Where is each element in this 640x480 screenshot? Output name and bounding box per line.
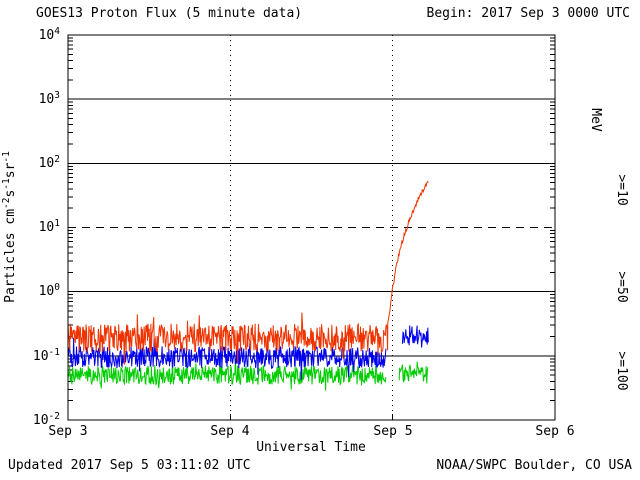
y-tick-label: 104 — [39, 26, 61, 43]
begin-label: Begin: 2017 Sep 3 0000 UTC — [427, 6, 631, 21]
series--100-mev — [67, 359, 429, 391]
series--50-mev — [67, 325, 429, 381]
x-tick-label: Sep 6 — [535, 424, 574, 439]
series-label-ge10: >=10 — [614, 174, 629, 205]
y-tick-label: 10-1 — [33, 347, 60, 364]
y-tick-label: 100 — [39, 282, 61, 299]
right-axis-unit-label: MeV — [588, 108, 603, 132]
chart-title: GOES13 Proton Flux (5 minute data) — [36, 6, 302, 21]
y-tick-label: 10-2 — [33, 411, 60, 428]
credit-label: NOAA/SWPC Boulder, CO USA — [436, 458, 632, 473]
y-tick-label: 101 — [39, 218, 61, 235]
x-tick-label: Sep 5 — [373, 424, 412, 439]
plot-border — [67, 34, 556, 421]
x-tick-label: Sep 4 — [210, 424, 249, 439]
series-label-ge50: >=50 — [614, 271, 629, 302]
series--10-mev — [67, 180, 429, 365]
y-tick-label: 102 — [39, 154, 60, 171]
x-tick-label: Sep 3 — [48, 424, 87, 439]
y-tick-label: 103 — [39, 90, 60, 107]
data-series — [67, 180, 429, 391]
series-label-ge100: >=100 — [614, 351, 629, 390]
y-axis-label: Particles cm-2s-1sr-1 — [1, 151, 18, 303]
x-axis-label: Universal Time — [256, 440, 366, 455]
updated-label: Updated 2017 Sep 5 03:11:02 UTC — [8, 458, 251, 473]
